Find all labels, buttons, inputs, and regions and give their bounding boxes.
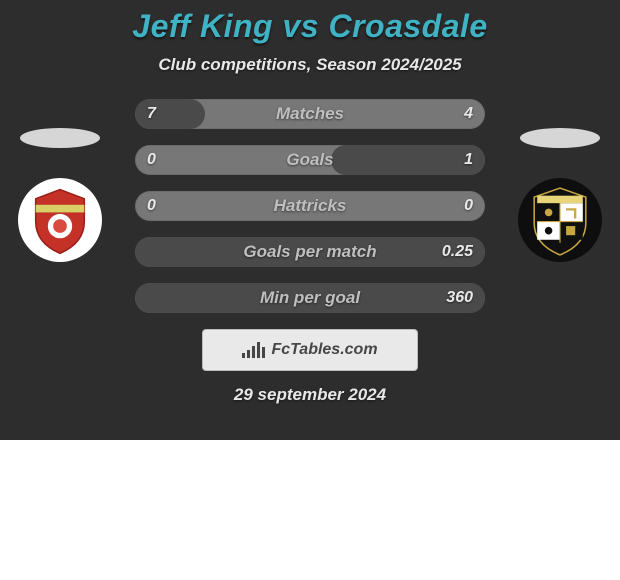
stat-value-left: 0 [147, 191, 156, 221]
stat-label: Hattricks [135, 191, 485, 221]
watermark: FcTables.com [202, 329, 418, 371]
right-team-crest-icon [522, 182, 598, 258]
stat-value-right: 0 [464, 191, 473, 221]
page-title: Jeff King vs Croasdale [0, 8, 620, 45]
stat-row: Min per goal360 [135, 283, 485, 313]
stat-value-right: 360 [446, 283, 473, 313]
stat-value-right: 4 [464, 99, 473, 129]
stat-row: Goals01 [135, 145, 485, 175]
subtitle: Club competitions, Season 2024/2025 [0, 55, 620, 75]
stat-row: Hattricks0 0 [135, 191, 485, 221]
stat-row: Goals per match0.25 [135, 237, 485, 267]
stat-value-left: 7 [147, 99, 156, 129]
stat-value-right: 0.25 [442, 237, 473, 267]
bars-icon [242, 342, 265, 358]
stat-fill-right [135, 283, 485, 313]
stat-row: Matches74 [135, 99, 485, 129]
left-country-flag [20, 128, 100, 148]
left-team-badge [18, 178, 102, 262]
stats-column: Matches74Goals01Hattricks00Goals per mat… [135, 99, 485, 313]
stat-value-right: 1 [464, 145, 473, 175]
watermark-text: FcTables.com [271, 341, 377, 359]
comparison-card: Jeff King vs Croasdale Club competitions… [0, 0, 620, 440]
date-label: 29 september 2024 [0, 385, 620, 405]
stat-fill-left [135, 99, 205, 129]
right-country-flag [520, 128, 600, 148]
stat-fill-right [135, 237, 485, 267]
left-team-crest-icon [22, 182, 98, 258]
stat-fill-right [331, 145, 485, 175]
stat-value-left: 0 [147, 145, 156, 175]
right-team-badge [518, 178, 602, 262]
